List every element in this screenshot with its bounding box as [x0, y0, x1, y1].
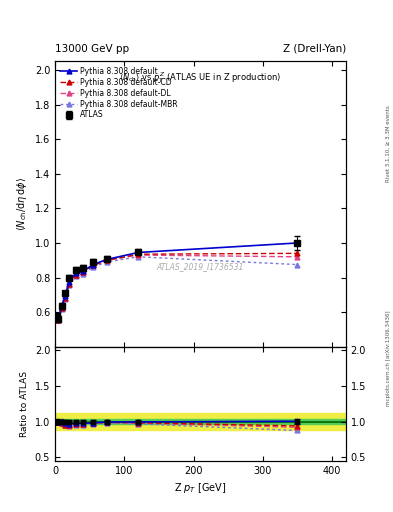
- Pythia 8.308 default: [63, 293, 68, 299]
- Pythia 8.308 default-CD: [105, 257, 109, 263]
- Pythia 8.308 default-CD: [66, 282, 71, 288]
- Pythia 8.308 default-DL: [91, 262, 95, 268]
- Pythia 8.308 default-DL: [80, 269, 85, 275]
- Pythia 8.308 default-MBR: [91, 264, 95, 270]
- Pythia 8.308 default-MBR: [80, 271, 85, 277]
- Line: Pythia 8.308 default: Pythia 8.308 default: [54, 241, 300, 321]
- Pythia 8.308 default: [60, 302, 64, 308]
- Pythia 8.308 default: [66, 279, 71, 285]
- Pythia 8.308 default-CD: [295, 250, 300, 257]
- Bar: [55, 419, 346, 424]
- X-axis label: Z $p_T$ [GeV]: Z $p_T$ [GeV]: [174, 481, 227, 495]
- Pythia 8.308 default-MBR: [54, 313, 59, 319]
- Pythia 8.308 default-DL: [73, 272, 78, 278]
- Pythia 8.308 default: [80, 268, 85, 274]
- Y-axis label: Ratio to ATLAS: Ratio to ATLAS: [20, 371, 29, 437]
- Pythia 8.308 default-CD: [54, 313, 59, 319]
- Line: Pythia 8.308 default-DL: Pythia 8.308 default-DL: [54, 252, 300, 323]
- Pythia 8.308 default-MBR: [295, 262, 300, 268]
- Pythia 8.308 default: [54, 313, 59, 319]
- Text: mcplots.cern.ch [arXiv:1306.3436]: mcplots.cern.ch [arXiv:1306.3436]: [386, 311, 391, 406]
- Text: Z (Drell-Yan): Z (Drell-Yan): [283, 44, 346, 54]
- Pythia 8.308 default: [91, 262, 95, 268]
- Bar: [55, 413, 346, 430]
- Pythia 8.308 default-DL: [60, 305, 64, 311]
- Pythia 8.308 default-DL: [63, 295, 68, 302]
- Y-axis label: $\langle N_\mathrm{ch}/\mathrm{d}\eta\,\mathrm{d}\phi\rangle$: $\langle N_\mathrm{ch}/\mathrm{d}\eta\,\…: [15, 177, 29, 231]
- Pythia 8.308 default-MBR: [56, 317, 61, 323]
- Pythia 8.308 default-CD: [63, 295, 68, 302]
- Pythia 8.308 default-DL: [105, 257, 109, 263]
- Pythia 8.308 default-CD: [91, 262, 95, 268]
- Pythia 8.308 default-MBR: [73, 273, 78, 279]
- Text: ATLAS_2019_I1736531: ATLAS_2019_I1736531: [157, 262, 244, 271]
- Pythia 8.308 default-MBR: [66, 282, 71, 288]
- Pythia 8.308 default-CD: [56, 317, 61, 323]
- Line: Pythia 8.308 default-MBR: Pythia 8.308 default-MBR: [54, 254, 300, 323]
- Text: $\langle N_\mathrm{ch}\rangle$ vs $p_T^Z$ (ATLAS UE in Z production): $\langle N_\mathrm{ch}\rangle$ vs $p_T^Z…: [119, 70, 281, 85]
- Pythia 8.308 default-MBR: [136, 254, 140, 260]
- Pythia 8.308 default: [73, 270, 78, 276]
- Pythia 8.308 default-MBR: [63, 296, 68, 302]
- Pythia 8.308 default-CD: [60, 305, 64, 311]
- Pythia 8.308 default: [295, 240, 300, 246]
- Text: Rivet 3.1.10, ≥ 3.3M events: Rivet 3.1.10, ≥ 3.3M events: [386, 105, 391, 182]
- Line: Pythia 8.308 default-CD: Pythia 8.308 default-CD: [54, 251, 300, 323]
- Pythia 8.308 default-DL: [54, 313, 59, 319]
- Pythia 8.308 default-DL: [56, 317, 61, 323]
- Legend: Pythia 8.308 default, Pythia 8.308 default-CD, Pythia 8.308 default-DL, Pythia 8: Pythia 8.308 default, Pythia 8.308 defau…: [59, 65, 179, 121]
- Pythia 8.308 default-DL: [136, 252, 140, 258]
- Pythia 8.308 default-DL: [295, 254, 300, 260]
- Pythia 8.308 default-MBR: [60, 306, 64, 312]
- Pythia 8.308 default: [56, 315, 61, 321]
- Pythia 8.308 default: [136, 249, 140, 255]
- Pythia 8.308 default-DL: [66, 282, 71, 288]
- Pythia 8.308 default-CD: [73, 272, 78, 278]
- Pythia 8.308 default-MBR: [105, 259, 109, 265]
- Text: 13000 GeV pp: 13000 GeV pp: [55, 44, 129, 54]
- Pythia 8.308 default: [105, 257, 109, 263]
- Pythia 8.308 default-CD: [136, 251, 140, 257]
- Pythia 8.308 default-CD: [80, 269, 85, 275]
